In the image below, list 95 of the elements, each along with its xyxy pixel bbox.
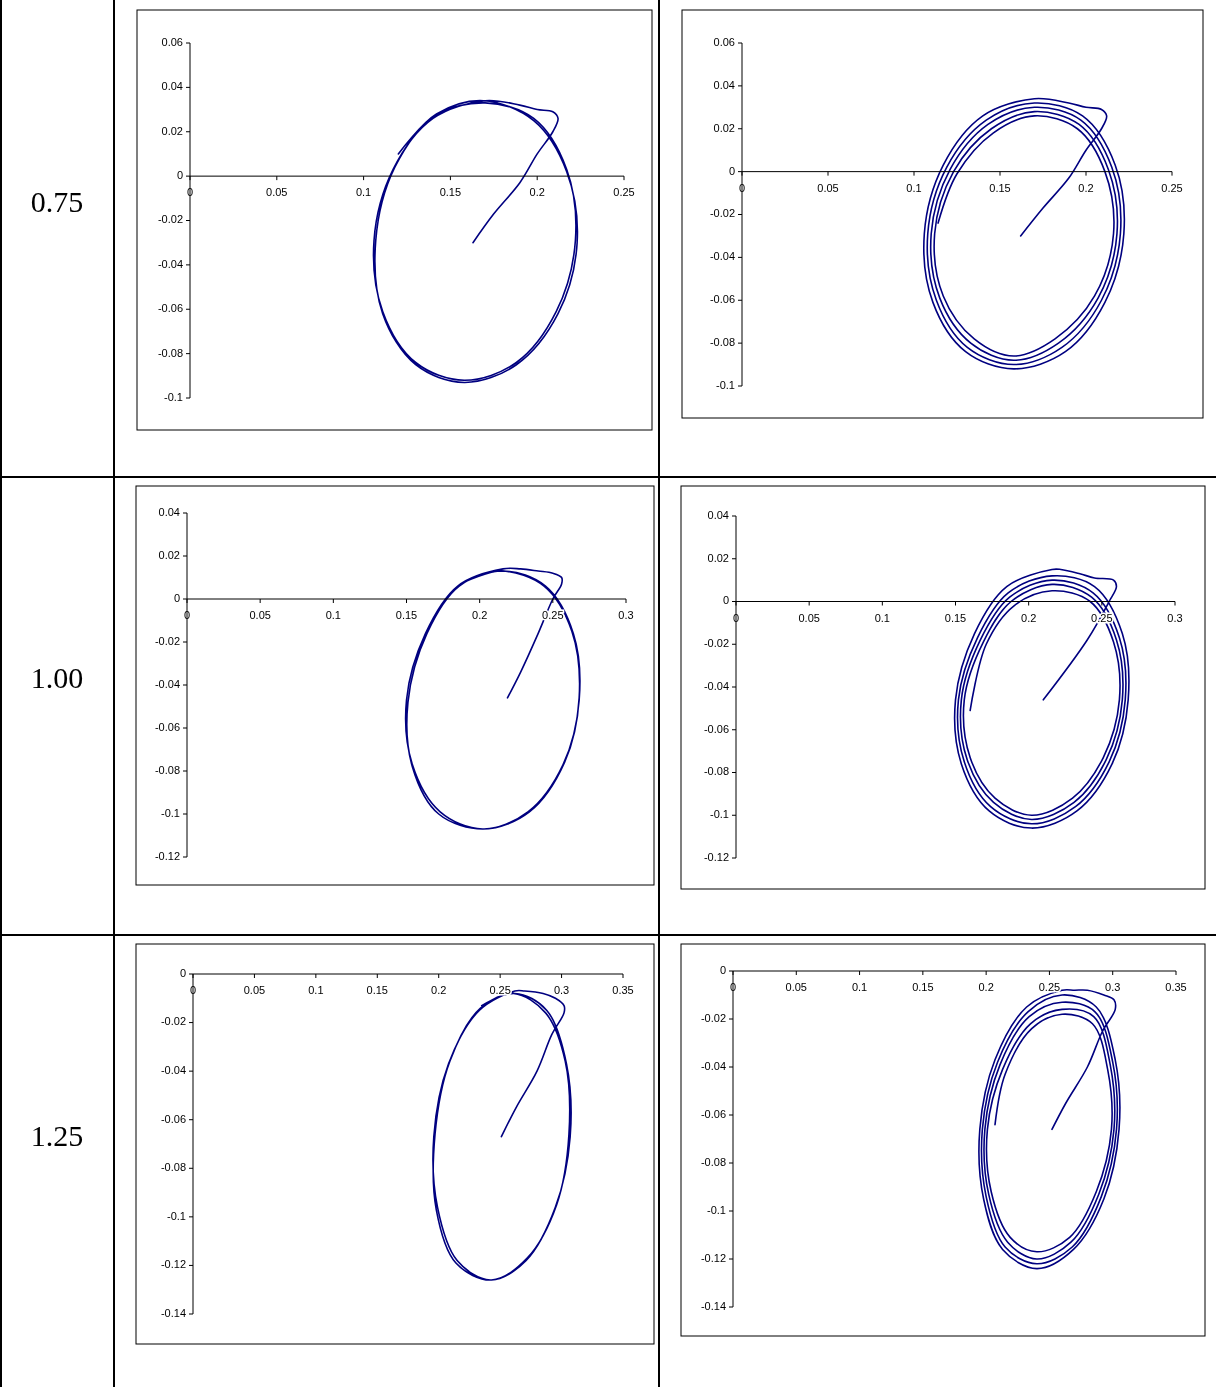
x-tick-label: 0.2 xyxy=(1078,181,1094,194)
x-tick-label: 0.2 xyxy=(431,984,447,996)
y-tick-label: 0 xyxy=(728,164,735,177)
y-tick-label: -0.02 xyxy=(154,634,180,647)
y-tick-label: 0 xyxy=(173,591,180,604)
x-tick-label: 0.05 xyxy=(785,981,807,993)
x-tick-label: 0.15 xyxy=(366,984,388,996)
x-tick-label: 0.2 xyxy=(978,981,994,993)
x-tick-label: 0.25 xyxy=(613,186,635,199)
y-tick-label: -0.12 xyxy=(700,1251,726,1264)
x-tick-label: 0.2 xyxy=(1021,611,1037,624)
y-tick-label: -0.1 xyxy=(716,378,735,391)
y-tick-label: 0.02 xyxy=(158,548,180,561)
y-tick-label: 0.04 xyxy=(713,78,735,91)
y-tick-label: -0.06 xyxy=(160,1112,186,1125)
y-tick-label: -0.1 xyxy=(167,1209,186,1222)
x-tick-label: 0.1 xyxy=(355,186,372,199)
x-tick-label: 0.2 xyxy=(529,186,545,199)
x-tick-label: 0.15 xyxy=(395,609,418,621)
y-tick-label: -0.02 xyxy=(703,637,729,650)
y-tick-label: -0.1 xyxy=(707,1203,726,1216)
y-tick-label: -0.14 xyxy=(700,1299,726,1312)
x-tick-label: 0.1 xyxy=(325,609,341,621)
y-tick-label: -0.06 xyxy=(154,720,180,733)
y-tick-label: 0 xyxy=(176,169,183,182)
y-tick-label: 0.04 xyxy=(707,508,729,521)
text: 1.25 xyxy=(30,1118,84,1152)
x-tick-label: 0 xyxy=(186,186,194,199)
x-tick-label: 0.3 xyxy=(1167,611,1183,624)
y-tick-label: -0.14 xyxy=(160,1306,186,1319)
text: 1.00 xyxy=(30,660,84,694)
x-tick-label: 0.1 xyxy=(906,181,922,194)
y-tick-label: 0.06 xyxy=(713,35,735,48)
x-tick-label: 0.3 xyxy=(553,984,570,996)
y-tick-label: 0 xyxy=(179,966,186,979)
x-tick-label: 0.15 xyxy=(944,611,967,624)
x-tick-label: 0.1 xyxy=(308,984,324,996)
x-tick-label: 0.35 xyxy=(1165,981,1187,993)
y-tick-label: -0.04 xyxy=(154,677,180,690)
y-tick-label: -0.04 xyxy=(160,1064,186,1077)
x-tick-label: 0.15 xyxy=(912,981,934,993)
y-tick-label: 0.04 xyxy=(158,505,180,518)
y-tick-label: -0.08 xyxy=(154,763,180,776)
y-tick-label: 0.02 xyxy=(161,124,183,137)
y-tick-label: -0.02 xyxy=(700,1011,726,1024)
x-tick-label: 0.3 xyxy=(618,609,634,621)
y-tick-label: -0.1 xyxy=(164,390,183,403)
x-tick-label: 0.05 xyxy=(243,984,266,996)
y-tick-label: -0.08 xyxy=(160,1161,186,1174)
y-tick-label: -0.04 xyxy=(709,250,735,263)
y-tick-label: -0.12 xyxy=(160,1258,186,1271)
y-tick-label: -0.02 xyxy=(709,207,735,220)
y-tick-label: -0.04 xyxy=(157,257,183,270)
x-tick-label: 0.3 xyxy=(1105,981,1121,993)
x-tick-label: 0.25 xyxy=(1161,181,1183,194)
y-tick-label: -0.12 xyxy=(154,849,180,862)
y-tick-label: -0.08 xyxy=(157,346,183,359)
y-tick-label: -0.1 xyxy=(161,806,180,819)
x-tick-label: 0.25 xyxy=(489,984,511,996)
x-tick-label: 0.25 xyxy=(1038,981,1061,993)
y-tick-label: -0.02 xyxy=(160,1015,186,1028)
y-tick-label: 0.02 xyxy=(713,121,735,134)
x-tick-label: 0.15 xyxy=(439,186,462,199)
x-tick-label: 0.05 xyxy=(266,186,288,199)
y-tick-label: -0.12 xyxy=(703,850,729,863)
y-tick-label: -0.08 xyxy=(700,1155,726,1168)
x-tick-label: 0.05 xyxy=(817,181,839,194)
y-tick-label: -0.06 xyxy=(700,1107,726,1120)
y-tick-label: 0.06 xyxy=(161,35,183,48)
y-tick-label: -0.04 xyxy=(703,679,729,692)
y-tick-label: 0 xyxy=(722,594,729,607)
y-tick-label: -0.08 xyxy=(703,765,729,778)
y-tick-label: -0.04 xyxy=(700,1059,726,1072)
x-tick-label: 0.05 xyxy=(798,611,820,624)
y-tick-label: -0.06 xyxy=(709,293,735,306)
y-tick-label: 0.02 xyxy=(707,551,729,564)
x-tick-label: 0.05 xyxy=(249,609,271,621)
x-tick-label: 0 xyxy=(738,181,746,194)
y-tick-label: -0.08 xyxy=(709,336,735,349)
y-tick-label: -0.02 xyxy=(157,213,183,226)
y-tick-label: 0.04 xyxy=(161,80,183,93)
y-tick-label: -0.1 xyxy=(710,808,729,821)
x-tick-label: 0 xyxy=(189,984,197,996)
line-series xyxy=(923,97,1126,370)
y-tick-label: -0.06 xyxy=(703,722,729,735)
x-tick-label: 0.1 xyxy=(851,981,868,993)
x-tick-label: 0.15 xyxy=(989,181,1011,194)
text: 0.75 xyxy=(30,184,84,218)
y-tick-label: -0.06 xyxy=(157,302,183,315)
x-tick-label: 0.2 xyxy=(472,609,488,621)
line-series xyxy=(372,99,578,384)
y-tick-label: 0 xyxy=(719,963,726,976)
line-series xyxy=(978,989,1121,1270)
x-tick-label: 0.1 xyxy=(874,611,890,624)
x-tick-label: 0.35 xyxy=(612,984,634,996)
